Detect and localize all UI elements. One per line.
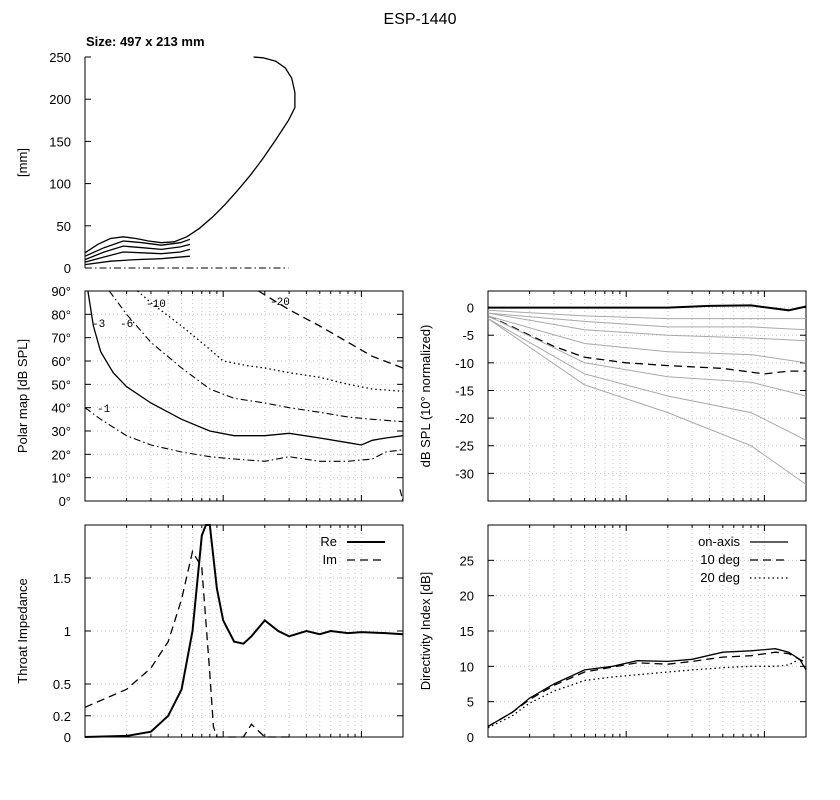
y-tick-label: -20 [455, 411, 474, 426]
y-tick-label: 0 [64, 261, 71, 276]
normalized_spl-series-3 [487, 312, 807, 331]
throat_impedance-series-1 [84, 549, 290, 738]
y-tick-label: 150 [49, 134, 71, 149]
y-tick-label: 0 [467, 301, 474, 316]
y-tick-label: 1.5 [53, 571, 71, 586]
y-tick-label: 250 [49, 50, 71, 65]
y-tick-label: 40° [51, 401, 71, 416]
y-tick-label: 1 [64, 624, 71, 639]
normalized_spl-series-5 [487, 315, 807, 364]
profile-ylabel: [mm] [15, 148, 30, 177]
size-label: Size: 497 x 213 mm [86, 34, 205, 49]
directivity_index-series-0 [487, 648, 807, 727]
polar_map-series-0 [84, 407, 404, 462]
polar_map-ylabel: Polar map [dB SPL] [15, 339, 30, 453]
y-tick-label: 10 [460, 659, 474, 674]
profile-series-0 [84, 56, 296, 254]
y-tick-label: 20 [460, 589, 474, 604]
throat_impedance-ylabel: Throat Impedance [15, 578, 30, 684]
normalized_spl-ylabel: dB SPL (10° normalized) [418, 325, 433, 468]
contour-label: -20 [270, 297, 290, 309]
y-tick-label: 0.5 [53, 677, 71, 692]
directivity_index-series-1 [487, 651, 807, 727]
y-tick-label: -15 [455, 383, 474, 398]
contour-label: -1 [97, 404, 111, 416]
legend-label: Re [320, 534, 337, 549]
y-tick-label: 70° [51, 331, 71, 346]
contour-label: -6 [120, 319, 133, 331]
y-tick-label: 0 [64, 730, 71, 745]
contour-label: -10 [146, 299, 166, 311]
y-tick-label: 0° [59, 494, 71, 509]
profile-series-1 [84, 238, 191, 257]
legend-label: 20 deg [700, 570, 740, 585]
y-tick-label: 60° [51, 354, 71, 369]
normalized_spl-series-1 [487, 315, 806, 375]
normalized_spl-series-6 [487, 315, 807, 397]
normalized_spl-series-2 [487, 309, 806, 320]
normalized_spl-series-7 [487, 318, 807, 441]
polar_map-series-4 [258, 290, 404, 369]
charts-group: 050100150200250[mm]0°10°20°30°40°50°60°7… [15, 50, 807, 745]
y-tick-label: 25 [460, 553, 474, 568]
polar_map-frame [84, 290, 404, 502]
polar_map-series-3 [137, 290, 404, 392]
y-tick-label: 50° [51, 377, 71, 392]
y-tick-label: 10° [51, 471, 71, 486]
y-tick-label: 30° [51, 424, 71, 439]
profile-series-2 [84, 243, 191, 261]
figure-title: ESP-1440 [384, 11, 457, 28]
y-tick-label: -30 [455, 466, 474, 481]
y-tick-label: -5 [462, 328, 474, 343]
y-tick-label: 50 [57, 219, 71, 234]
y-tick-label: 0 [467, 730, 474, 745]
legend-label: on-axis [698, 534, 740, 549]
contour-label: -3 [92, 319, 105, 331]
legend-label: Im [323, 552, 337, 567]
normalized_spl-series-8 [487, 318, 807, 485]
legend-label: 10 deg [700, 552, 740, 567]
y-tick-label: -25 [455, 439, 474, 454]
y-tick-label: 5 [467, 695, 474, 710]
y-tick-label: -10 [455, 356, 474, 371]
y-tick-label: 200 [49, 92, 71, 107]
polar_map-series-5 [399, 489, 404, 502]
polar_map-series-1 [87, 290, 404, 446]
normalized_spl-series-4 [487, 312, 807, 342]
y-tick-label: 15 [460, 624, 474, 639]
y-tick-label: 20° [51, 447, 71, 462]
y-tick-label: 80° [51, 307, 71, 322]
directivity_index-series-2 [487, 655, 807, 729]
directivity_index-ylabel: Directivity Index [dB] [418, 572, 433, 691]
y-tick-label: 100 [49, 177, 71, 192]
polar_map-series-2 [108, 290, 404, 423]
throat_impedance-series-0 [84, 524, 404, 738]
profile-series-4 [84, 255, 190, 266]
normalized_spl-series-0 [488, 304, 807, 312]
profile-series-3 [84, 248, 191, 263]
y-tick-label: 0.2 [53, 709, 71, 724]
y-tick-label: 90° [51, 284, 71, 299]
